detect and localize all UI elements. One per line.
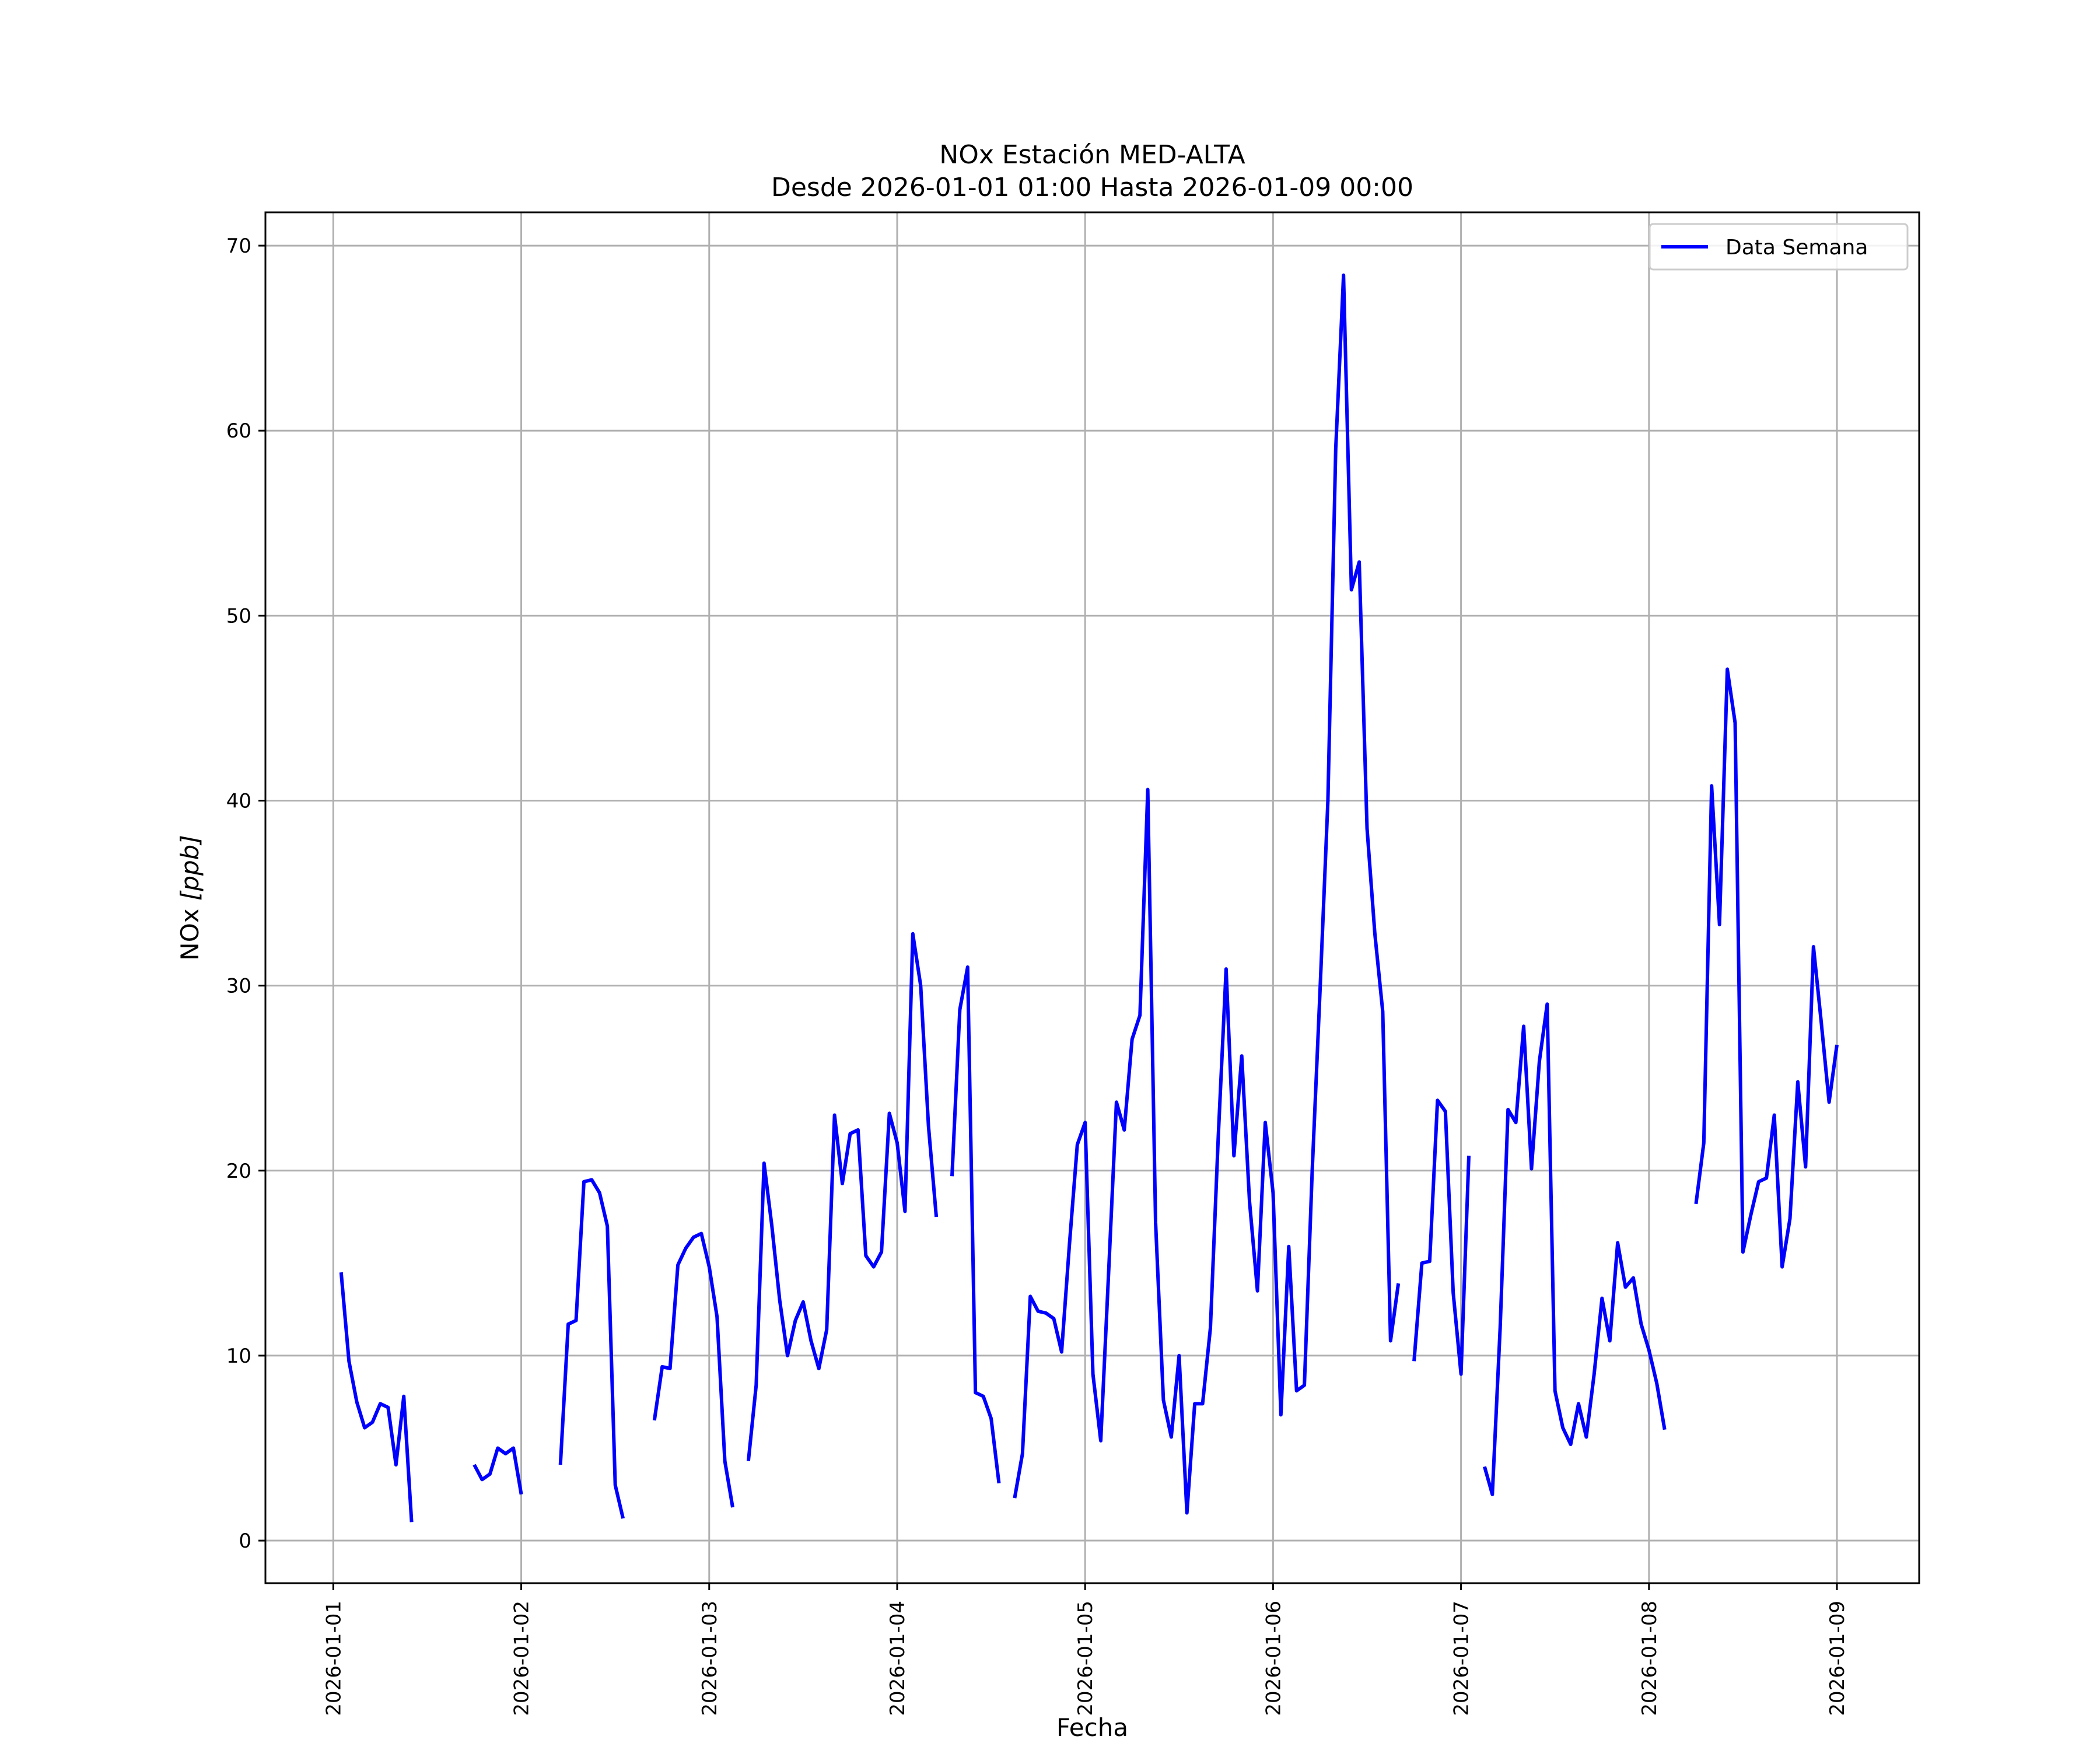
x-tick-label: 2026-01-02	[510, 1601, 534, 1716]
series-line-segment	[746, 932, 939, 1462]
x-tick-label: 2026-01-04	[886, 1601, 909, 1716]
legend-label: Data Semana	[1726, 236, 1868, 260]
plot-frame	[264, 211, 1920, 1584]
x-tick-label: 2026-01-03	[698, 1601, 722, 1716]
y-tick-label: 0	[239, 1530, 251, 1553]
series-line-segment	[1412, 1098, 1471, 1376]
y-tick-label: 20	[226, 1160, 251, 1183]
x-tick-label: 2026-01-08	[1638, 1601, 1661, 1716]
series-layer	[339, 273, 1839, 1522]
series-line-segment	[339, 1272, 414, 1522]
x-axis-title: Fecha	[1056, 1713, 1128, 1742]
series-line-segment	[473, 1446, 523, 1495]
grid	[265, 212, 1919, 1583]
y-axis-title-unit: [ppb]	[176, 835, 204, 901]
x-tick-label: 2026-01-09	[1826, 1601, 1849, 1716]
x-tick-label: 2026-01-01	[322, 1601, 345, 1716]
legend-box	[1648, 223, 1909, 271]
series-line-segment	[558, 1178, 625, 1519]
y-tick-label: 10	[226, 1345, 251, 1368]
y-tick-label: 50	[226, 604, 251, 628]
chart-subtitle: Desde 2026-01-01 01:00 Hasta 2026-01-09 …	[771, 173, 1413, 202]
y-tick-label: 60	[226, 419, 251, 443]
y-tick-label: 30	[226, 975, 251, 998]
legend: Data Semana	[1648, 223, 1909, 271]
series-line-segment	[950, 965, 1001, 1484]
y-axis-title: NOx [ppb]	[176, 835, 204, 960]
series-line-segment	[652, 1231, 734, 1508]
series-line-segment	[1483, 1002, 1667, 1496]
series-line-segment	[1694, 667, 1839, 1269]
y-tick-label: 70	[226, 235, 251, 258]
y-axis-title-main: NOx	[176, 901, 204, 961]
axis-ticks: 2026-01-01 2026-01-02 2026-01-03 2026-01-04…	[226, 235, 1849, 1716]
x-tick-label: 2026-01-05	[1074, 1601, 1097, 1716]
y-tick-label: 40	[226, 790, 251, 813]
series-line-segment	[1013, 273, 1401, 1515]
x-tick-label: 2026-01-06	[1262, 1601, 1285, 1716]
x-tick-label: 2026-01-07	[1450, 1601, 1474, 1716]
chart-title: NOx Estación MED-ALTA	[939, 140, 1245, 170]
